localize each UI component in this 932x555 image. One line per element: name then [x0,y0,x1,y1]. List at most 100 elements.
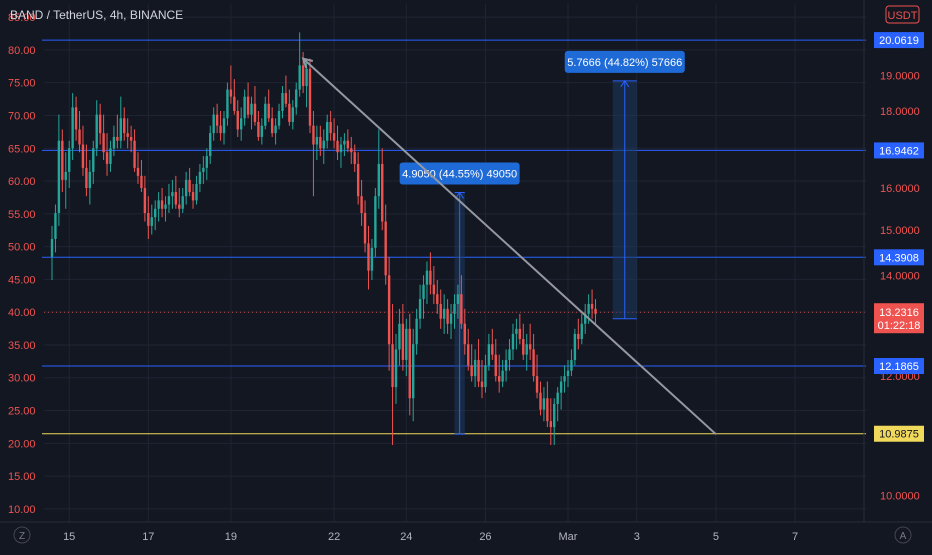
candle-body [384,221,387,276]
candle-body [353,152,356,164]
candle-body [61,140,64,180]
candle-body [205,156,208,168]
right-axis-tick: 19.0000 [880,71,920,83]
candle-body [257,121,260,137]
candle-body [68,148,71,172]
price-tag-bg [874,358,924,375]
candle-body [556,392,559,404]
candle-body [405,328,408,360]
left-axis-tick: 25.00 [8,406,36,418]
candle-body [484,365,487,388]
candle-body [477,359,480,382]
right-axis-tick: 16.0000 [880,183,920,195]
price-tag: 14.3908 [879,252,919,264]
candle-body [240,118,243,130]
candle-body [394,349,398,388]
candle-body [449,313,453,324]
price-tag: 20.0619 [879,35,919,47]
candle-body [64,171,67,180]
measure-label-bg [399,162,520,185]
x-axis-tick: Mar [559,531,578,543]
candle-body [494,354,497,377]
candle-body [85,167,88,188]
candle-body [418,299,422,319]
candle-body [432,284,436,295]
candle-body [188,179,191,193]
candle-body [470,365,473,377]
measure-arrow-head [455,191,465,199]
candle-body [253,103,257,122]
left-axis-tick: 35.00 [8,340,36,352]
price-tag: 10.9875 [879,429,919,441]
candle-body [381,163,384,222]
candle-body [133,140,136,168]
left-axis-tick: 20.00 [8,438,36,450]
candle-body [233,96,236,111]
candle-body [105,152,109,164]
candle-body [343,140,346,145]
chart-title: BAND / TetherUS, 4h, BINANCE [10,8,184,22]
countdown-tag: 01:22:18 [878,320,921,332]
current-price-tag: 13.2316 [879,307,919,319]
candle-body [498,376,501,382]
zoom-icon [13,526,31,544]
candle-body [315,136,319,145]
candle-body [167,196,171,205]
candle-body [164,204,167,209]
left-axis-tick: 70.00 [8,110,36,122]
candle-body [250,103,253,115]
candle-body [181,196,184,209]
candle-body [508,349,511,360]
candle-body [436,294,439,304]
current-price-tag-bg [874,303,924,334]
candle-body [291,107,294,122]
currency-badge [885,5,920,24]
x-axis-tick: 22 [328,531,340,543]
measure-label: 5.7666 (44.82%) 57666 [567,57,682,69]
candle-body [522,339,525,355]
candle-body [274,125,277,134]
candle-body [171,192,174,197]
candle-body [236,110,239,130]
candle-body [305,68,308,87]
price-tag-bg [874,142,924,159]
horizontal-lines[interactable] [42,39,866,435]
left-axis-tick: 80.00 [8,45,36,57]
candle-body [301,65,305,87]
left-axis-tick: 55.00 [8,209,36,221]
candle-body [243,96,246,119]
candle-body [102,133,105,153]
candle-body [370,247,374,271]
candle-body [136,167,140,176]
x-axis-tick: 17 [142,531,154,543]
candle-body [260,125,264,137]
measurements[interactable]: 4.9050 (44.55%) 49050 5.7666 (44.82%) 576… [399,50,685,435]
candle-body [226,89,229,119]
candle-body [504,359,508,371]
candle-body [157,200,160,209]
x-axis-tick: 24 [400,531,412,543]
candle-body [563,376,566,382]
x-axis-tick: 15 [63,531,75,543]
candle-body [535,376,539,393]
candle-body [281,93,284,111]
trendline[interactable] [301,57,717,435]
candle-body [429,270,432,285]
right-axis-tick: 12.0000 [880,371,920,383]
candle-body [178,204,181,209]
candle-body [88,171,92,188]
left-axis-tick: 50.00 [8,242,36,254]
trend-arrow [301,57,314,69]
left-axis-tick: 15.00 [8,471,36,483]
candle-body [501,370,504,382]
candle-body [412,344,415,399]
candle-body [312,125,315,145]
candle-body [78,129,81,145]
candle-body [322,140,325,149]
candle-body [74,107,78,130]
candle-body [140,175,143,188]
